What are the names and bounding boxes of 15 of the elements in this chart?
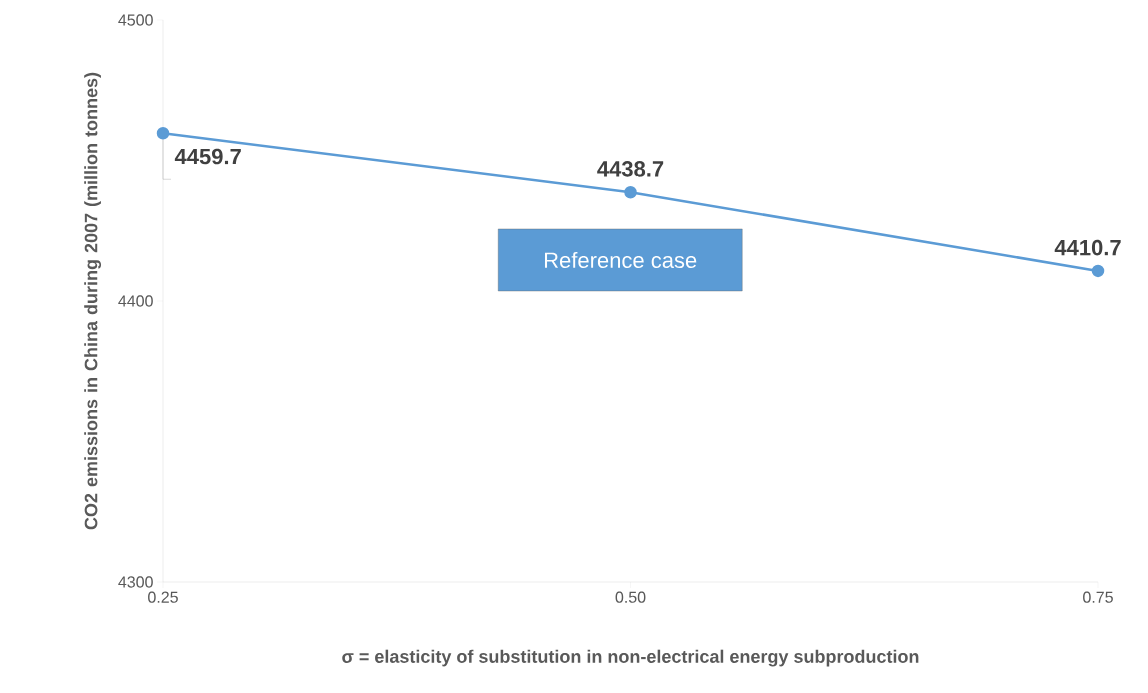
y-tick-label: 4500: [118, 14, 153, 26]
data-label: 4410.7: [1054, 239, 1121, 256]
x-axis-title: σ = elasticity of substitution in non-electrical energy subproduction: [342, 649, 919, 667]
point: [1091, 264, 1105, 278]
x-tick-label: 0.50: [615, 591, 646, 603]
y-tick-label: 4400: [118, 295, 153, 307]
x-tick-label: 0.25: [148, 591, 178, 603]
x-tick-label: 0.75: [1083, 591, 1113, 603]
y-axis-title: CO2 emissions in China during 2007 (million tonnes): [84, 72, 102, 530]
y-tick-label: 4300: [118, 576, 153, 588]
annotation: Reference case: [544, 251, 697, 269]
point: [156, 126, 170, 140]
point: [624, 186, 637, 199]
data-label: 4459.7: [174, 148, 241, 165]
data-label: 4438.7: [597, 161, 664, 177]
